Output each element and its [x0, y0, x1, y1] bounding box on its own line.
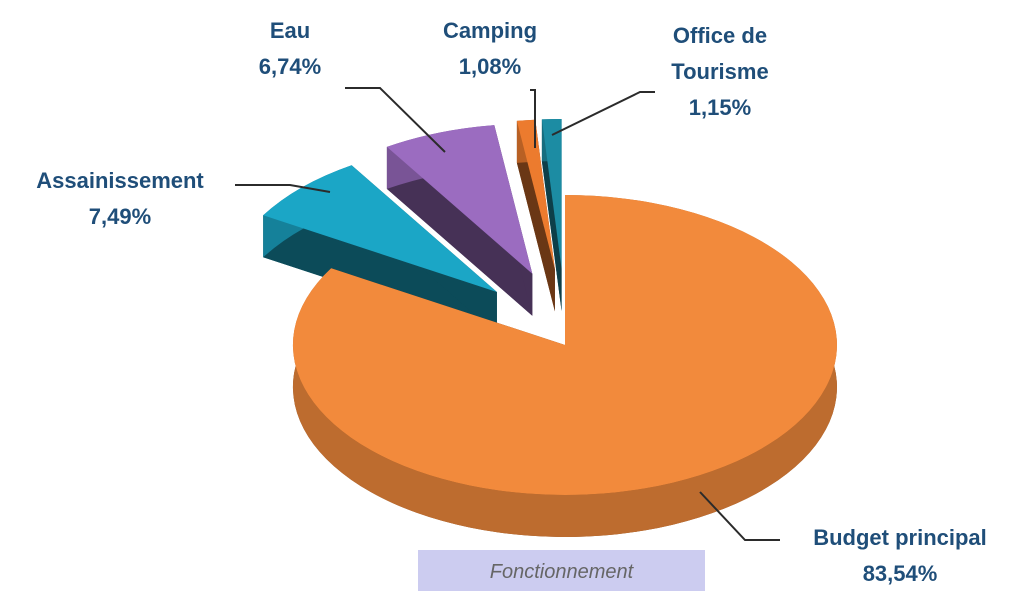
- leader-line: [551, 91, 655, 136]
- slices: [263, 119, 837, 538]
- slice-value: 83,54%: [862, 561, 938, 586]
- slice: [541, 119, 562, 269]
- leader-line: [699, 491, 780, 541]
- slice-side: [386, 146, 533, 316]
- slice-value: 6,74%: [258, 54, 322, 79]
- slice: [263, 165, 497, 292]
- leader-line: [530, 89, 536, 148]
- slice-name: Eau: [269, 18, 311, 43]
- slice-label: Camping 1,08%: [420, 13, 560, 85]
- leader-line: [345, 87, 446, 153]
- slice-value: 1,08%: [458, 54, 522, 79]
- slice-value: 7,49%: [88, 204, 152, 229]
- slice-label: Eau 6,74%: [230, 13, 350, 85]
- slice-label: Assainissement 7,49%: [0, 163, 240, 235]
- slice-name: Office de Tourisme: [671, 23, 769, 84]
- slice-value: 1,15%: [688, 95, 752, 120]
- slice-label: Office de Tourisme 1,15%: [650, 18, 790, 126]
- slice-label: Budget principal 83,54%: [780, 520, 1020, 591]
- caption: Fonctionnement: [418, 550, 705, 591]
- slice-side: [541, 119, 562, 312]
- slice: [516, 119, 555, 270]
- slice: [386, 125, 533, 274]
- slice-side: [516, 120, 555, 312]
- slice-name: Camping: [442, 18, 538, 43]
- slice-name: Budget principal: [813, 525, 987, 550]
- slice-name: Assainissement: [36, 168, 204, 193]
- leader-line: [235, 184, 331, 193]
- slice: [292, 195, 837, 495]
